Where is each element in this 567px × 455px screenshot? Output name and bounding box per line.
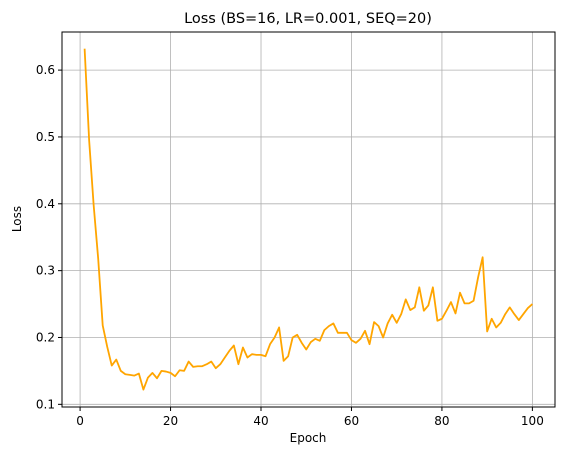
y-tick-label: 0.5 <box>36 130 55 144</box>
y-tick-label: 0.4 <box>36 197 55 211</box>
y-tick-label: 0.6 <box>36 63 55 77</box>
y-tick-label: 0.2 <box>36 330 55 344</box>
y-tick-label: 0.3 <box>36 264 55 278</box>
series-layer <box>83 48 533 391</box>
chart-title: Loss (BS=16, LR=0.001, SEQ=20) <box>184 11 432 27</box>
plot-frame <box>61 31 556 408</box>
x-tick-label: 80 <box>434 414 449 428</box>
y-axis-ticks: 0.1 0.2 0.3 0.4 0.5 0.6 <box>36 63 62 411</box>
x-axis-ticks: 0 20 40 60 80 100 <box>76 407 544 428</box>
x-tick-label: 40 <box>253 414 268 428</box>
x-tick-label: 60 <box>344 414 359 428</box>
x-tick-label: 100 <box>521 414 544 428</box>
y-tick-label: 0.1 <box>36 397 55 411</box>
grid-lines <box>62 32 555 407</box>
y-axis-label: Loss <box>10 206 24 232</box>
x-axis-label: Epoch <box>290 431 327 445</box>
x-tick-label: 0 <box>76 414 84 428</box>
x-tick-label: 20 <box>163 414 178 428</box>
loss-series-line <box>83 48 533 391</box>
